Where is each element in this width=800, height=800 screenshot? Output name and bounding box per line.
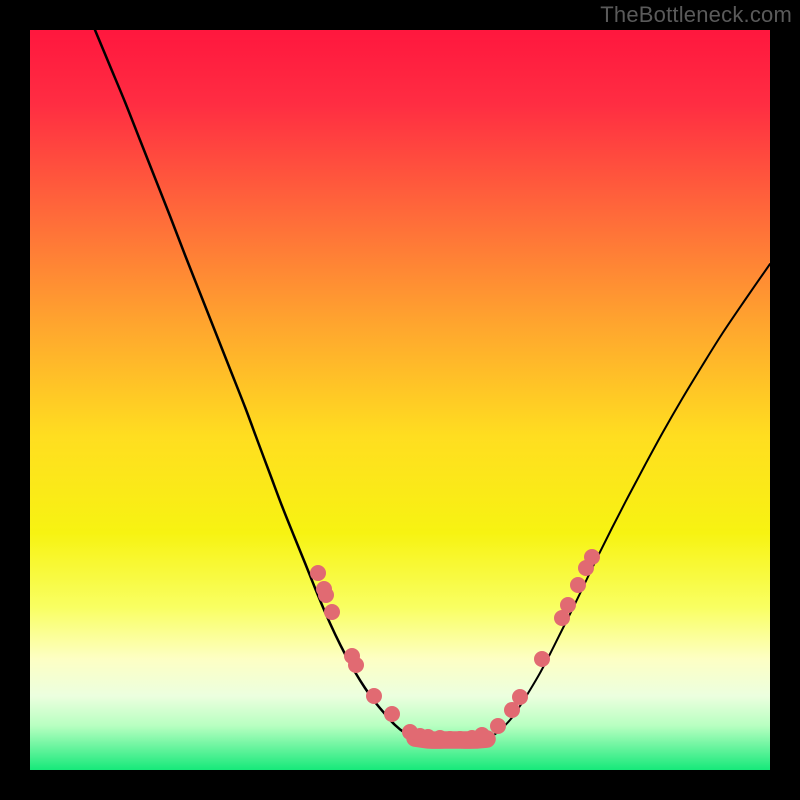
marker-dot	[366, 688, 382, 704]
marker-dot	[402, 724, 418, 740]
marker-dot	[570, 577, 586, 593]
marker-dot	[560, 597, 576, 613]
figure: TheBottleneck.com	[0, 0, 800, 800]
watermark-text: TheBottleneck.com	[600, 2, 792, 28]
marker-dot	[348, 657, 364, 673]
marker-dot	[584, 549, 600, 565]
marker-dot	[474, 727, 490, 743]
chart-canvas	[0, 0, 800, 800]
marker-dot	[310, 565, 326, 581]
marker-dot	[512, 689, 528, 705]
marker-dot	[534, 651, 550, 667]
marker-dot	[490, 718, 506, 734]
marker-dot	[384, 706, 400, 722]
marker-dot	[324, 604, 340, 620]
marker-dot	[318, 587, 334, 603]
